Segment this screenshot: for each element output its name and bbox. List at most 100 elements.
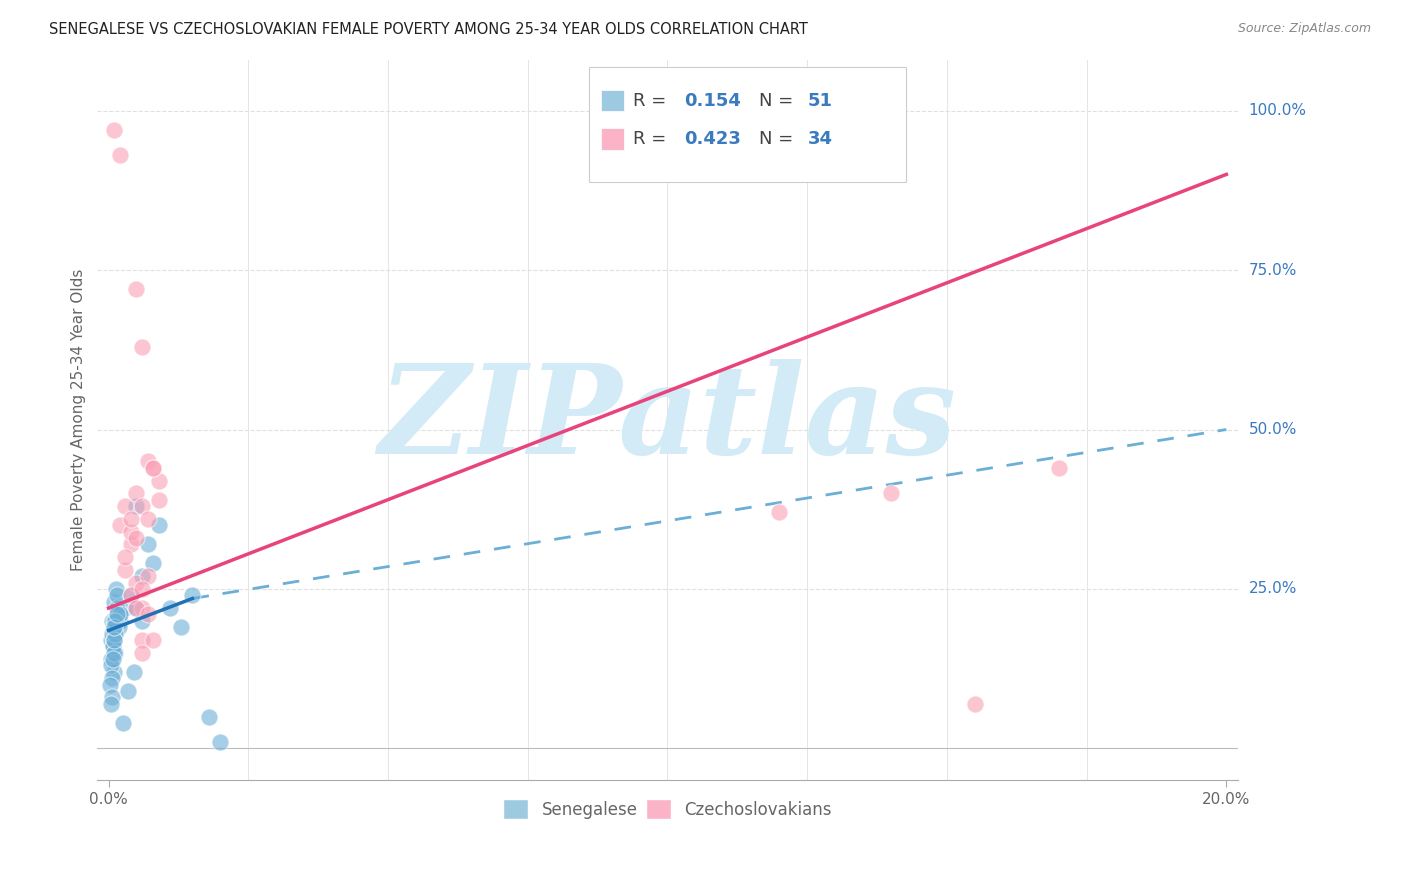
Point xyxy=(1047,460,1070,475)
Point xyxy=(101,671,124,685)
Point xyxy=(108,518,131,533)
Point xyxy=(100,652,122,666)
Text: Source: ZipAtlas.com: Source: ZipAtlas.com xyxy=(1237,22,1371,36)
Point xyxy=(142,632,165,647)
Text: 50.0%: 50.0% xyxy=(1249,422,1296,437)
Text: 75.0%: 75.0% xyxy=(1249,262,1296,277)
Point xyxy=(105,588,128,602)
Point xyxy=(103,632,125,647)
Text: 0.154: 0.154 xyxy=(685,92,741,110)
Point xyxy=(105,601,128,615)
Point xyxy=(100,658,122,673)
Point xyxy=(136,454,159,468)
Point xyxy=(120,588,142,602)
Point xyxy=(103,620,125,634)
Point xyxy=(181,588,204,602)
Point xyxy=(125,575,148,590)
Point xyxy=(120,588,142,602)
Point xyxy=(108,148,131,162)
Point xyxy=(100,632,122,647)
Point xyxy=(101,690,124,705)
Point xyxy=(125,531,148,545)
Point xyxy=(103,665,125,679)
Point xyxy=(125,601,148,615)
Point xyxy=(98,678,121,692)
Point xyxy=(963,697,986,711)
Point xyxy=(136,512,159,526)
Point xyxy=(101,640,124,654)
Point xyxy=(125,601,148,615)
Point xyxy=(148,518,170,533)
Point xyxy=(103,626,125,640)
Point xyxy=(108,607,131,622)
Point xyxy=(131,582,153,596)
Point xyxy=(125,499,148,513)
Point xyxy=(103,620,125,634)
Text: 100.0%: 100.0% xyxy=(1249,103,1306,118)
Text: 34: 34 xyxy=(807,130,832,148)
Text: N =: N = xyxy=(759,92,799,110)
Point xyxy=(142,460,165,475)
Point xyxy=(104,646,127,660)
Point xyxy=(101,626,124,640)
Point xyxy=(101,652,124,666)
Text: N =: N = xyxy=(759,130,799,148)
Point xyxy=(101,640,124,654)
Point xyxy=(136,607,159,622)
Point xyxy=(880,486,903,500)
Point xyxy=(103,646,125,660)
Point xyxy=(768,505,790,519)
Point xyxy=(136,537,159,551)
Text: SENEGALESE VS CZECHOSLOVAKIAN FEMALE POVERTY AMONG 25-34 YEAR OLDS CORRELATION C: SENEGALESE VS CZECHOSLOVAKIAN FEMALE POV… xyxy=(49,22,808,37)
Legend: Senegalese, Czechoslovakians: Senegalese, Czechoslovakians xyxy=(496,792,838,826)
Point xyxy=(103,620,125,634)
Point xyxy=(170,620,193,634)
FancyBboxPatch shape xyxy=(602,90,624,112)
Point xyxy=(131,601,153,615)
Point xyxy=(108,614,131,628)
Point xyxy=(104,614,127,628)
FancyBboxPatch shape xyxy=(589,67,905,182)
Point xyxy=(148,474,170,488)
Point xyxy=(104,626,127,640)
Point xyxy=(131,632,153,647)
Point xyxy=(105,614,128,628)
Point xyxy=(136,569,159,583)
Text: R =: R = xyxy=(633,130,672,148)
Point xyxy=(148,492,170,507)
Point xyxy=(101,614,124,628)
Point xyxy=(103,614,125,628)
Text: 51: 51 xyxy=(807,92,832,110)
Point xyxy=(142,557,165,571)
Point xyxy=(103,632,125,647)
Point xyxy=(103,595,125,609)
Point xyxy=(209,735,232,749)
Point xyxy=(159,601,181,615)
Point xyxy=(125,282,148,296)
Point xyxy=(104,582,127,596)
Point xyxy=(114,563,136,577)
Point xyxy=(125,486,148,500)
Point xyxy=(131,499,153,513)
Point xyxy=(122,665,145,679)
Point xyxy=(131,646,153,660)
Text: R =: R = xyxy=(633,92,672,110)
Point xyxy=(120,537,142,551)
Text: ZIPatlas: ZIPatlas xyxy=(378,359,956,481)
Text: 0.423: 0.423 xyxy=(685,130,741,148)
Point xyxy=(131,340,153,354)
Point xyxy=(103,122,125,136)
Point xyxy=(100,697,122,711)
Point xyxy=(114,499,136,513)
Point xyxy=(114,601,136,615)
Point xyxy=(131,614,153,628)
Point xyxy=(107,620,129,634)
Point xyxy=(117,684,139,698)
Point xyxy=(114,550,136,565)
Point xyxy=(120,524,142,539)
Point xyxy=(107,607,129,622)
Point xyxy=(111,715,134,730)
Point xyxy=(131,569,153,583)
Point xyxy=(142,460,165,475)
Point xyxy=(120,512,142,526)
